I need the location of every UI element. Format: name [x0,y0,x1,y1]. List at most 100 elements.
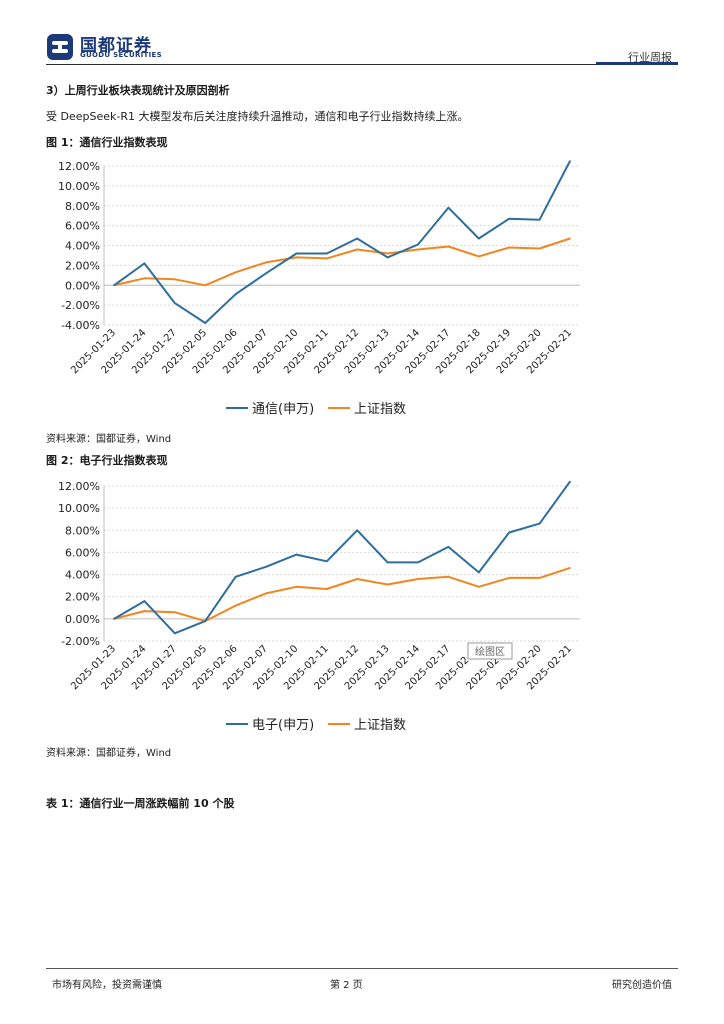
footer-divider [46,968,678,969]
data-point [356,237,359,240]
data-point [326,588,328,590]
report-type: 行业周报 [628,51,672,64]
y-tick-label: 4.00% [65,240,100,253]
guodu-logo-icon [47,34,73,60]
plot-area-tooltip [467,642,513,660]
data-point [143,600,146,602]
data-point [143,610,146,612]
data-point [538,577,541,579]
y-tick-label: 12.00% [58,160,100,173]
series-line-industry [113,160,571,324]
company-name-en: GUODU SECURITIES [80,51,162,59]
legend-label: 上证指数 [354,718,406,733]
figure-2-chart: 12.00% 10.00% 8.00% 6.00% 4.00% 2.00% 0.00% -2.… [58,480,580,733]
y-tick-label: 12.00% [58,480,100,493]
y-tick-label: 0.00% [65,279,100,292]
y-tick-label: 8.00% [65,200,100,213]
data-point [356,248,359,251]
data-point [569,480,571,483]
figure-1-title: 图 1：通信行业指数表现 [46,136,168,149]
data-point [447,206,450,209]
y-tick-label: -2.00% [61,299,100,312]
data-point [143,277,146,280]
data-point [538,522,541,525]
data-point [174,302,176,304]
data-point [326,560,328,563]
data-point [538,247,541,250]
company-name-cn: 国都证券 [80,36,152,56]
y-tick-label: 2.00% [65,591,100,604]
figure-2-source: 资料来源：国都证券，Wind [46,748,172,759]
data-point [386,583,389,586]
figure-2-title: 图 2：电子行业指数表现 [46,454,168,467]
data-point [478,237,480,240]
legend-label: 电子(申万) [252,718,314,733]
legend-label: 通信(申万) [252,402,314,417]
data-point [295,256,298,259]
y-tick-label: 2.00% [65,259,100,272]
data-point [417,578,419,580]
header-divider [46,64,678,65]
data-point [356,578,359,580]
section-paragraph: 受 DeepSeek-R1 大模型发布后关注度持续升温推动，通信和电子行业指数持… [46,110,469,123]
data-point [356,529,359,532]
data-point [417,243,419,246]
data-point [174,278,176,281]
data-point [174,611,176,614]
y-tick-label: 10.00% [58,180,100,193]
data-point [204,284,206,287]
y-tick-label: 6.00% [65,220,100,233]
data-point [265,261,267,264]
data-point [386,561,389,564]
data-point [569,567,571,569]
table-1-title: 表 1：通信行业一周涨跌幅前 10 个股 [46,797,235,810]
data-point [295,585,298,588]
y-tick-label: 0.00% [65,613,100,626]
figure-1-chart: 12.00% 10.00% 8.00% 6.00% 4.00% 2.00% 0.00% -2.… [58,160,580,417]
data-point [234,271,237,274]
series-line-industry [113,481,571,635]
header-accent-bar [596,62,678,65]
data-point [234,575,237,578]
data-point [417,248,419,251]
data-point [326,257,328,260]
data-point [417,561,419,564]
data-point [478,571,480,574]
legend-label: 上证指数 [354,402,406,417]
data-point [113,284,115,287]
data-point [265,592,267,595]
series-line-sse-index [113,237,571,287]
y-tick-label: -2.00% [61,635,100,648]
data-point [234,293,237,295]
data-point [295,553,298,556]
footer-risk-note: 市场有风险，投资需谨慎 [52,980,162,991]
y-tick-label: 10.00% [58,502,100,515]
data-point [295,252,298,255]
data-point [326,252,328,255]
data-point [538,218,541,221]
data-point [113,618,115,620]
data-point [447,546,450,548]
data-point [447,245,450,248]
figure-1-source: 资料来源：国都证券，Wind [46,434,172,445]
plot-area-tooltip-text: 绘图区 [475,645,505,658]
y-tick-label: 4.00% [65,569,100,582]
y-tick-label: -4.00% [61,319,100,332]
data-point [508,531,511,534]
data-point [447,575,450,578]
data-point [386,256,389,259]
page-number: 第 2 页 [330,980,363,991]
data-point [174,632,176,635]
data-point [569,237,571,240]
data-point [478,585,480,588]
data-point [265,272,267,275]
data-point [508,577,511,579]
data-point [204,620,206,622]
data-point [569,160,571,162]
data-point [508,217,511,220]
data-point [204,322,206,324]
series-line-sse-index [113,566,571,623]
data-point [143,262,146,265]
data-point [265,566,267,568]
data-point [508,246,511,249]
